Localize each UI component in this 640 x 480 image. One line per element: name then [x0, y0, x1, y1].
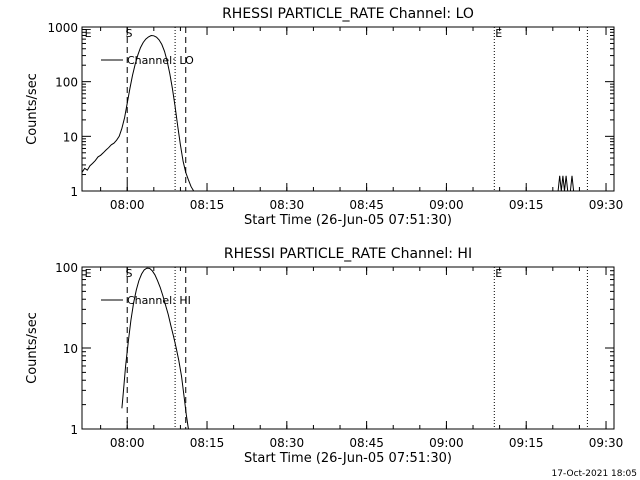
y-tick-label: 1 [70, 185, 78, 199]
x-tick-label: 09:15 [509, 198, 544, 212]
x-axis-label: Start Time (26-Jun-05 07:51:30) [244, 213, 452, 228]
timestamp-label: 17-Oct-2021 18:05 [552, 469, 637, 479]
y-tick-label: 10 [63, 130, 78, 144]
x-tick-label: 08:30 [270, 436, 305, 450]
x-tick-label: 09:30 [589, 198, 624, 212]
y-axis-label: Counts/sec [25, 312, 40, 384]
y-tick-label: 10 [63, 342, 78, 356]
event-marker-s: S [126, 267, 133, 280]
data-series-line [81, 34, 575, 192]
chart-title: RHESSI PARTICLE_RATE Channel: LO [222, 6, 474, 22]
event-marker-e: E [495, 267, 502, 280]
plot-frame [81, 26, 615, 192]
x-tick-label: 08:15 [190, 436, 225, 450]
y-tick-label: 100 [55, 76, 78, 90]
x-tick-label: 08:45 [349, 198, 384, 212]
event-marker-e: E [85, 27, 92, 40]
x-tick-label: 09:30 [589, 436, 624, 450]
x-tick-label: 08:45 [349, 436, 384, 450]
y-tick-label: 1000 [47, 21, 78, 35]
x-tick-label: 08:30 [270, 198, 305, 212]
data-series-line [121, 267, 189, 430]
chart-panel-2: RHESSI PARTICLE_RATE Channel: HI Start Ti… [25, 246, 623, 466]
chart-title: RHESSI PARTICLE_RATE Channel: HI [224, 246, 472, 262]
x-tick-label: 08:00 [110, 198, 145, 212]
event-marker-e: E [495, 27, 502, 40]
x-tick-label: 08:00 [110, 436, 145, 450]
legend-entry: Channel: LO [127, 54, 194, 67]
event-marker-e: E [85, 267, 92, 280]
y-axis-label: Counts/sec [25, 73, 40, 145]
x-tick-label: 09:00 [429, 436, 464, 450]
chart-panel-1: RHESSI PARTICLE_RATE Channel: LO Start Ti… [25, 6, 623, 228]
y-tick-label: 100 [55, 261, 78, 275]
y-tick-label: 1 [70, 423, 78, 437]
legend-entry: Channel: HI [127, 294, 191, 307]
x-tick-label: 08:15 [190, 198, 225, 212]
event-marker-s: S [126, 27, 133, 40]
x-tick-label: 09:00 [429, 198, 464, 212]
x-axis-label: Start Time (26-Jun-05 07:51:30) [244, 451, 452, 466]
x-tick-label: 09:15 [509, 436, 544, 450]
